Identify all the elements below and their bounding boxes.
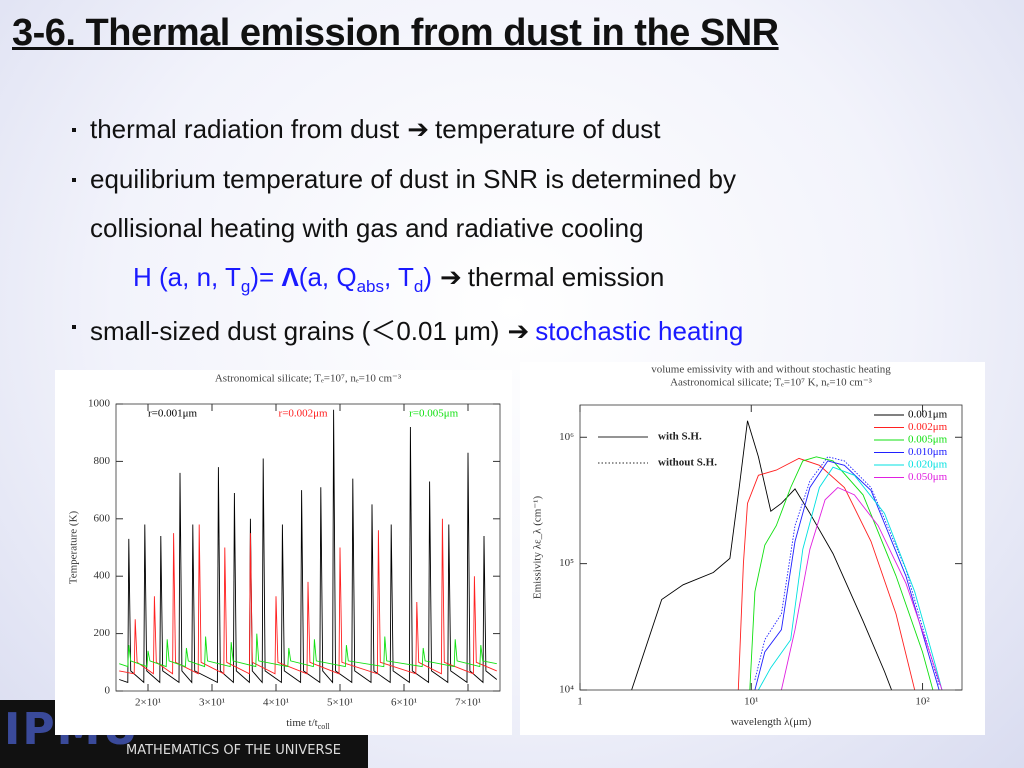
chart-title: Astronomical silicate; Tₑ=10⁷, nₑ=10 cm⁻… [215, 373, 402, 385]
series-line [737, 457, 916, 690]
style-legend-label: with S.H. [658, 431, 702, 443]
series-line [119, 409, 498, 684]
series-line [119, 518, 497, 675]
legend-label: r=0.001μm [148, 408, 198, 420]
x-axis-label-sub: coll [318, 722, 331, 731]
text: thermal emission [467, 262, 665, 292]
text: collisional heating with gas and radiati… [90, 213, 644, 243]
chart-title: volume emissivity with and without stoch… [651, 364, 891, 376]
legend-label: 0.001μm [908, 409, 948, 421]
y-axis-label: Emissivity λε_λ (cm⁻¹) [532, 496, 544, 600]
legend-label: 0.002μm [908, 421, 948, 433]
legend-label: r=0.002μm [279, 408, 329, 420]
text: ) [423, 262, 432, 292]
text: (a, Q [298, 262, 357, 292]
style-legend-label: without S.H. [658, 457, 717, 469]
legend-label: 0.050μm [908, 471, 948, 483]
y-tick-label: 800 [94, 455, 111, 467]
x-axis-label-main: wavelength λ(μm) [731, 716, 812, 728]
legend-label: 0.005μm [908, 434, 948, 446]
x-tick-label: 2×10¹ [135, 697, 161, 709]
series-line-without [754, 456, 940, 685]
x-tick-label: 5×10¹ [327, 697, 353, 709]
legend-label: 0.020μm [908, 459, 948, 471]
footer-text: MATHEMATICS OF THE UNIVERSE [126, 743, 341, 758]
y-tick-label: 600 [94, 512, 111, 524]
x-tick-label: 6×10¹ [391, 697, 417, 709]
y-tick-label: 0 [105, 685, 111, 697]
plot-frame [115, 403, 501, 692]
chart-panel [520, 362, 985, 735]
y-tick-label: 1000 [88, 398, 111, 410]
text: Λ [281, 262, 299, 292]
series-line [631, 420, 893, 690]
y-tick-label: 10⁵ [559, 557, 574, 569]
text: d [413, 277, 424, 297]
bullet: small-sized dust grains (＜0.01 μm) ➔ stoch… [71, 311, 744, 348]
text: small-sized dust grains (＜0.01 μm) [90, 316, 500, 346]
y-tick-label: 10⁶ [559, 431, 574, 443]
chart-panel [55, 370, 512, 735]
bullet: equilibrium temperature of dust in SNR i… [72, 164, 736, 195]
text: , T [384, 262, 414, 292]
bullet-continued: collisional heating with gas and radiati… [90, 213, 644, 244]
text: )= [250, 262, 275, 292]
series-line [780, 486, 943, 690]
x-axis-label: time t/tcoll [286, 717, 330, 731]
text: abs [356, 277, 384, 297]
text: temperature of dust [435, 114, 661, 144]
text: H (a, n, T [133, 262, 241, 292]
text: equilibrium temperature of dust in SNR i… [90, 164, 736, 194]
text: stochastic heating [535, 316, 744, 346]
text: g [240, 277, 251, 297]
text: thermal radiation from dust [90, 114, 400, 144]
x-tick-label: 7×10¹ [455, 697, 481, 709]
x-tick-label: 1 [577, 696, 583, 708]
slide-title: 3-6. Thermal emission from dust in the S… [12, 12, 779, 54]
legend-label: 0.010μm [908, 446, 948, 458]
plot-frame [579, 404, 963, 691]
x-axis-label: wavelength λ(μm) [731, 716, 812, 728]
y-axis-label: Temperature (K) [68, 510, 80, 584]
bullet: thermal radiation from dust ➔ temperature … [72, 114, 661, 145]
x-tick-label: 10² [915, 696, 930, 708]
series-line [749, 456, 934, 690]
arrow: ➔ [407, 114, 430, 144]
x-tick-label: 3×10¹ [199, 697, 225, 709]
arrow: ➔ [440, 262, 462, 292]
y-tick-label: 200 [94, 627, 111, 639]
y-tick-label: 400 [94, 570, 111, 582]
series-line [119, 633, 497, 668]
legend-label: r=0.005μm [409, 408, 459, 420]
x-tick-label: 10¹ [744, 696, 758, 708]
equation: H (a, n, Tg)= Λ(a, Qabs, Td) ➔ thermal emi… [133, 262, 664, 297]
chart-subtitle: Aastronomical silicate; Tₑ=10⁷ K, nₑ=10 … [670, 377, 873, 389]
x-axis-label-main: time t/t [286, 717, 317, 729]
series-line [758, 466, 943, 690]
series-line [754, 460, 940, 690]
x-tick-label: 4×10¹ [263, 697, 289, 709]
y-tick-label: 10⁴ [559, 684, 574, 696]
arrow: ➔ [507, 316, 530, 346]
